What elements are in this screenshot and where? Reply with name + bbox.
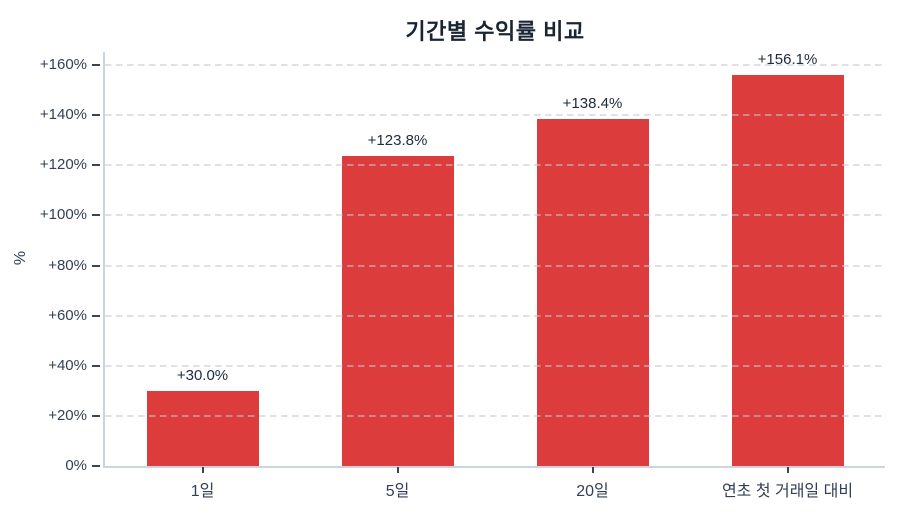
- plot-area: +30.0% 1일 +123.8% 5일 +138.4% 20일 +156.1% 연초 첫 거…: [40, 50, 885, 500]
- y-tick-label: +80%: [48, 256, 87, 274]
- y-tick-mark: [92, 164, 100, 167]
- y-tick-mark: [92, 314, 100, 317]
- bar-value-label: +30.0%: [176, 366, 229, 384]
- y-tick-mark: [92, 465, 100, 467]
- gridline: [105, 214, 885, 217]
- y-tick-label: +40%: [48, 356, 87, 374]
- gridline: [105, 114, 885, 117]
- y-tick-mark: [92, 114, 100, 117]
- gridline: [105, 264, 885, 267]
- y-tick-mark: [92, 364, 100, 367]
- y-tick-mark: [92, 264, 100, 267]
- x-tick-label: 20일: [576, 483, 609, 500]
- x-tick-mark: [786, 467, 789, 473]
- y-tick-label: +20%: [48, 406, 87, 424]
- y-tick-label: +100%: [39, 206, 87, 224]
- gridline: [105, 164, 885, 167]
- gridline: [105, 414, 885, 417]
- bar: [536, 119, 649, 466]
- x-tick-label: 5일: [385, 483, 410, 500]
- x-tick-mark: [591, 467, 594, 473]
- gridline: [105, 64, 885, 66]
- y-axis-line: [103, 52, 105, 466]
- y-tick-label: 0%: [65, 457, 87, 474]
- gridline: [105, 314, 885, 317]
- bar-value-label: +123.8%: [367, 131, 428, 149]
- bar-value-label: +156.1%: [757, 50, 818, 68]
- x-tick-label: 1일: [190, 483, 215, 500]
- x-axis-line: [103, 466, 885, 468]
- y-tick-label: +60%: [48, 306, 87, 324]
- bar: [731, 74, 844, 466]
- x-tick-mark: [201, 467, 204, 473]
- y-tick-label: +160%: [39, 56, 87, 73]
- gridline: [105, 364, 885, 367]
- bar: [146, 390, 259, 466]
- bar: [341, 155, 454, 466]
- y-tick-mark: [92, 214, 100, 217]
- y-tick-label: +120%: [39, 156, 87, 174]
- x-tick-label: 연초 첫 거래일 대비: [721, 483, 854, 500]
- x-tick-mark: [396, 467, 399, 473]
- y-tick-label: +140%: [39, 106, 87, 124]
- bar-value-label: +138.4%: [562, 95, 623, 113]
- chart-title: 기간별 수익률 비교: [405, 19, 585, 44]
- y-tick-mark: [92, 414, 100, 417]
- y-tick-mark: [92, 64, 100, 66]
